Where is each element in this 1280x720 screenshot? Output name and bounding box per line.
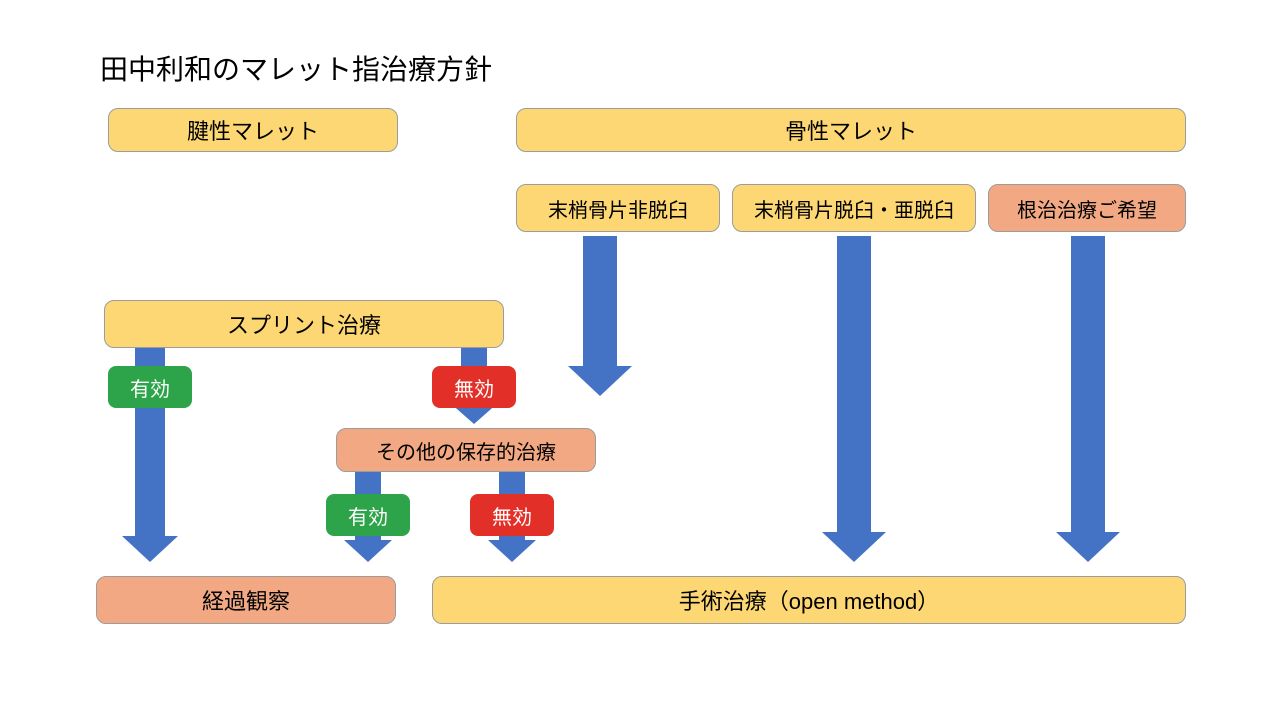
badge-invalid-2: 無効 [470,494,554,536]
badge-invalid-1: 無効 [432,366,516,408]
badge-valid-1: 有効 [108,366,192,408]
box-conservative: その他の保存的治療 [336,428,596,472]
box-splint: スプリント治療 [104,300,504,348]
arrow-a-radical [1056,236,1120,562]
diagram-title: 田中利和のマレット指治療方針 [100,48,492,88]
arrow-a-nondisp [568,236,632,396]
box-displaced: 末梢骨片脱臼・亜脱臼 [732,184,976,232]
badge-valid-2: 有効 [326,494,410,536]
box-radical-wish: 根治治療ご希望 [988,184,1186,232]
arrow-a-disp [822,236,886,562]
box-bony-mallet: 骨性マレット [516,108,1186,152]
box-observation: 経過観察 [96,576,396,624]
box-surgery: 手術治療（open method） [432,576,1186,624]
box-tender-mallet: 腱性マレット [108,108,398,152]
box-nondisplaced: 末梢骨片非脱臼 [516,184,720,232]
